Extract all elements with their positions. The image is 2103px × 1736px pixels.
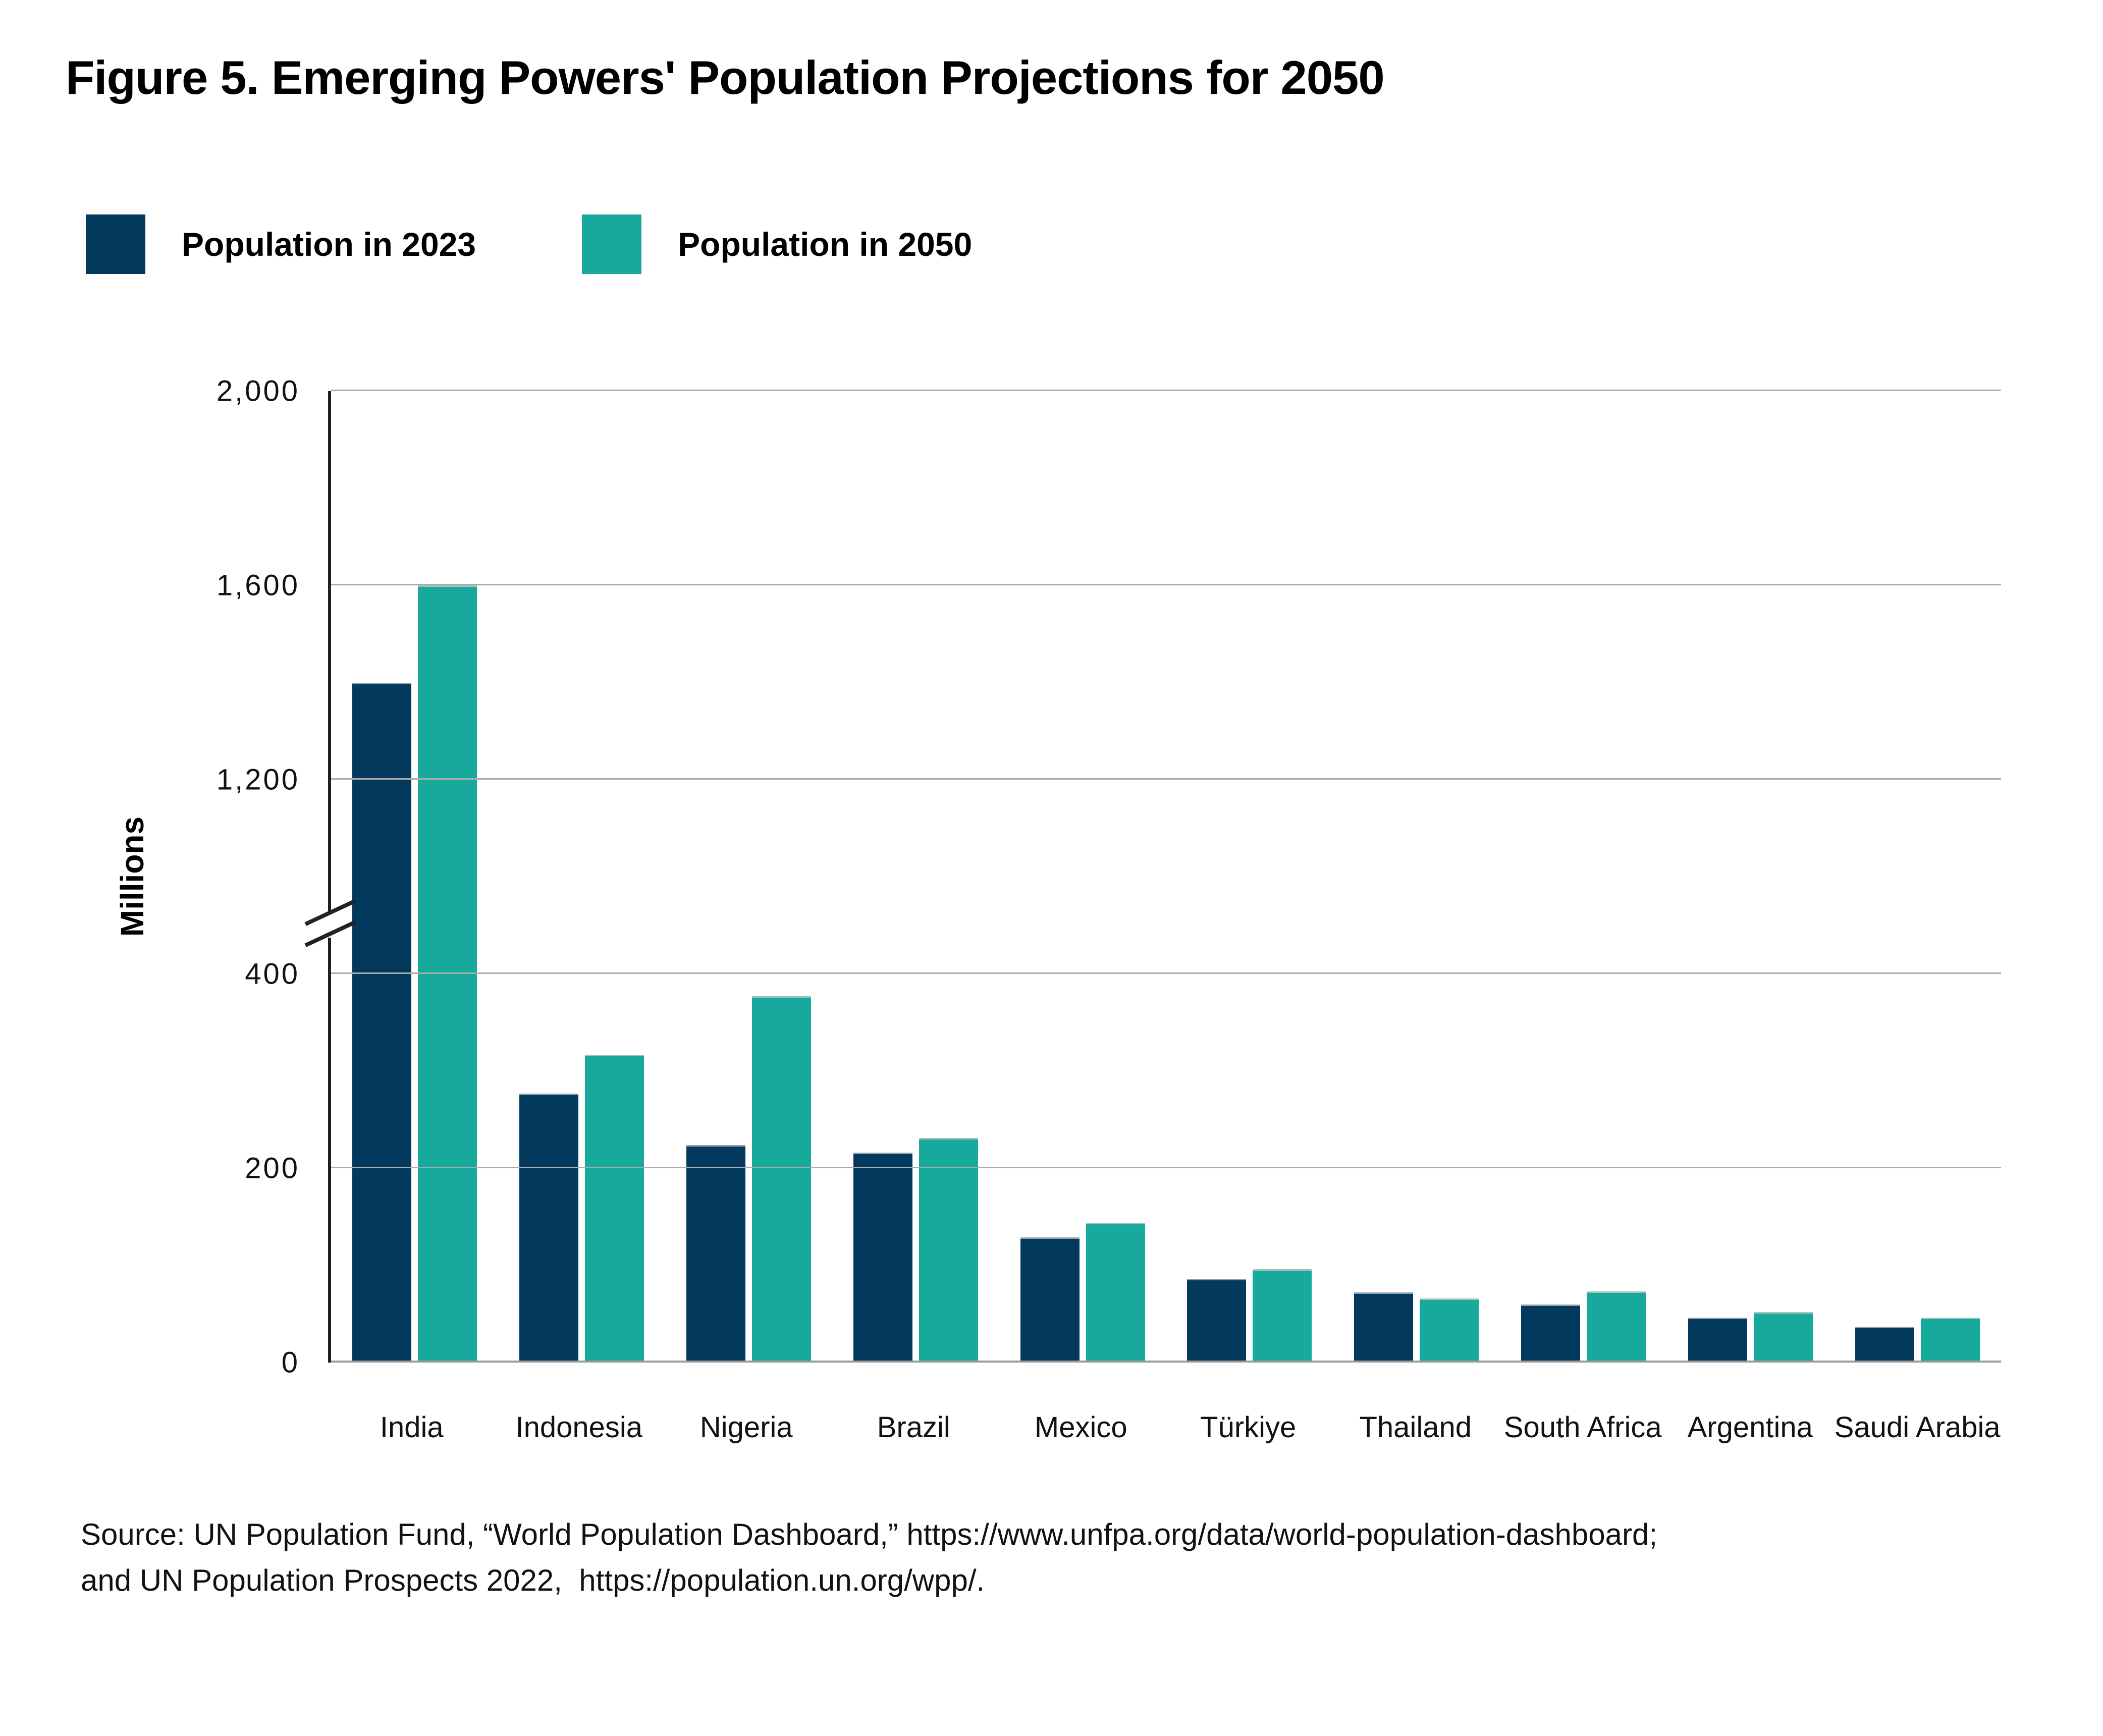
x-axis-labels: India Indonesia Nigeria Brazil Mexico Türkiye… — [328, 1410, 2001, 1444]
bar-brazil-2050 — [919, 1138, 978, 1363]
bar-nigeria-2050 — [751, 996, 811, 1363]
bar-brazil-2023 — [853, 1153, 912, 1363]
bar-group-nigeria — [665, 391, 832, 1363]
x-axis-label-mexico: Mexico — [1034, 1411, 1127, 1444]
bar-saudi-arabia-2050 — [1921, 1318, 1980, 1363]
bar-türkiye-2050 — [1253, 1269, 1312, 1363]
figure-title: Figure 5. Emerging Powers' Population Pr… — [66, 51, 1385, 104]
bar-group-türkiye — [1166, 391, 1333, 1363]
bar-south-africa-2050 — [1587, 1291, 1646, 1363]
bar-group-argentina — [1667, 391, 1834, 1363]
bar-group-brazil — [832, 391, 999, 1363]
y-tick-label-200: 200 — [245, 1152, 300, 1185]
bar-group-indonesia — [498, 391, 665, 1363]
x-axis-label-saudi-arabia: Saudi Arabia — [1834, 1411, 2001, 1444]
gridline-0 — [331, 1361, 2001, 1363]
legend-item-2023: Population in 2023 — [86, 214, 476, 274]
y-tick-label-2000: 2,000 — [216, 374, 300, 408]
x-axis-label-india: India — [380, 1411, 444, 1444]
x-axis-label-south-africa: South Africa — [1503, 1411, 1662, 1444]
bar-mexico-2050 — [1086, 1222, 1145, 1363]
bar-argentina-2023 — [1688, 1318, 1748, 1363]
y-tick-label-0: 0 — [281, 1346, 300, 1379]
bar-saudi-arabia-2023 — [1855, 1326, 1915, 1363]
legend-swatch-2023 — [86, 214, 145, 274]
bar-nigeria-2023 — [686, 1145, 745, 1363]
y-tick-label-400: 400 — [245, 957, 300, 991]
x-axis-label-thailand: Thailand — [1359, 1411, 1472, 1444]
bar-india-2023 — [352, 682, 411, 1363]
bar-indonesia-2023 — [519, 1093, 578, 1363]
bar-thailand-2050 — [1420, 1298, 1479, 1363]
bar-group-mexico — [999, 391, 1166, 1363]
bar-argentina-2050 — [1754, 1312, 1813, 1363]
bar-group-saudi-arabia — [1834, 391, 2001, 1363]
legend-label-2023: Population in 2023 — [182, 226, 476, 263]
y-axis-title: Millions — [114, 816, 150, 937]
y-tick-label-1600: 1,600 — [216, 569, 300, 602]
x-axis-label-indonesia: Indonesia — [515, 1411, 643, 1444]
gridline-200 — [331, 1167, 2001, 1168]
gridline-2000 — [331, 390, 2001, 391]
bar-group-india — [331, 391, 498, 1363]
legend-label-2050: Population in 2050 — [678, 226, 973, 263]
legend: Population in 2023 Population in 2050 — [86, 214, 972, 274]
bar-türkiye-2023 — [1187, 1279, 1247, 1363]
source-text: Source: UN Population Fund, “World Popul… — [81, 1511, 1657, 1603]
bar-india-2050 — [417, 585, 477, 1363]
bar-group-south-africa — [1500, 391, 1667, 1363]
x-axis-label-nigeria: Nigeria — [699, 1411, 793, 1444]
x-axis-label-argentina: Argentina — [1687, 1411, 1813, 1444]
source-line-2: and UN Population Prospects 2022, https:… — [81, 1563, 985, 1598]
gridline-1200 — [331, 778, 2001, 780]
legend-item-2050: Population in 2050 — [582, 214, 972, 274]
bar-indonesia-2050 — [584, 1054, 644, 1363]
x-axis-label-türkiye: Türkiye — [1200, 1411, 1297, 1444]
y-tick-label-1200: 1,200 — [216, 763, 300, 796]
bar-south-africa-2023 — [1521, 1304, 1581, 1363]
gridline-1600 — [331, 584, 2001, 585]
source-line-1: Source: UN Population Fund, “World Popul… — [81, 1517, 1658, 1551]
bar-thailand-2023 — [1354, 1292, 1414, 1363]
x-axis-label-brazil: Brazil — [877, 1411, 950, 1444]
gridline-400 — [331, 972, 2001, 974]
legend-swatch-2050 — [582, 214, 642, 274]
bar-mexico-2023 — [1020, 1237, 1080, 1363]
bars-container — [331, 391, 2001, 1363]
bar-group-thailand — [1333, 391, 1500, 1363]
plot-area: 0 200 400 1,200 1,600 2,000 — [217, 375, 2001, 1379]
